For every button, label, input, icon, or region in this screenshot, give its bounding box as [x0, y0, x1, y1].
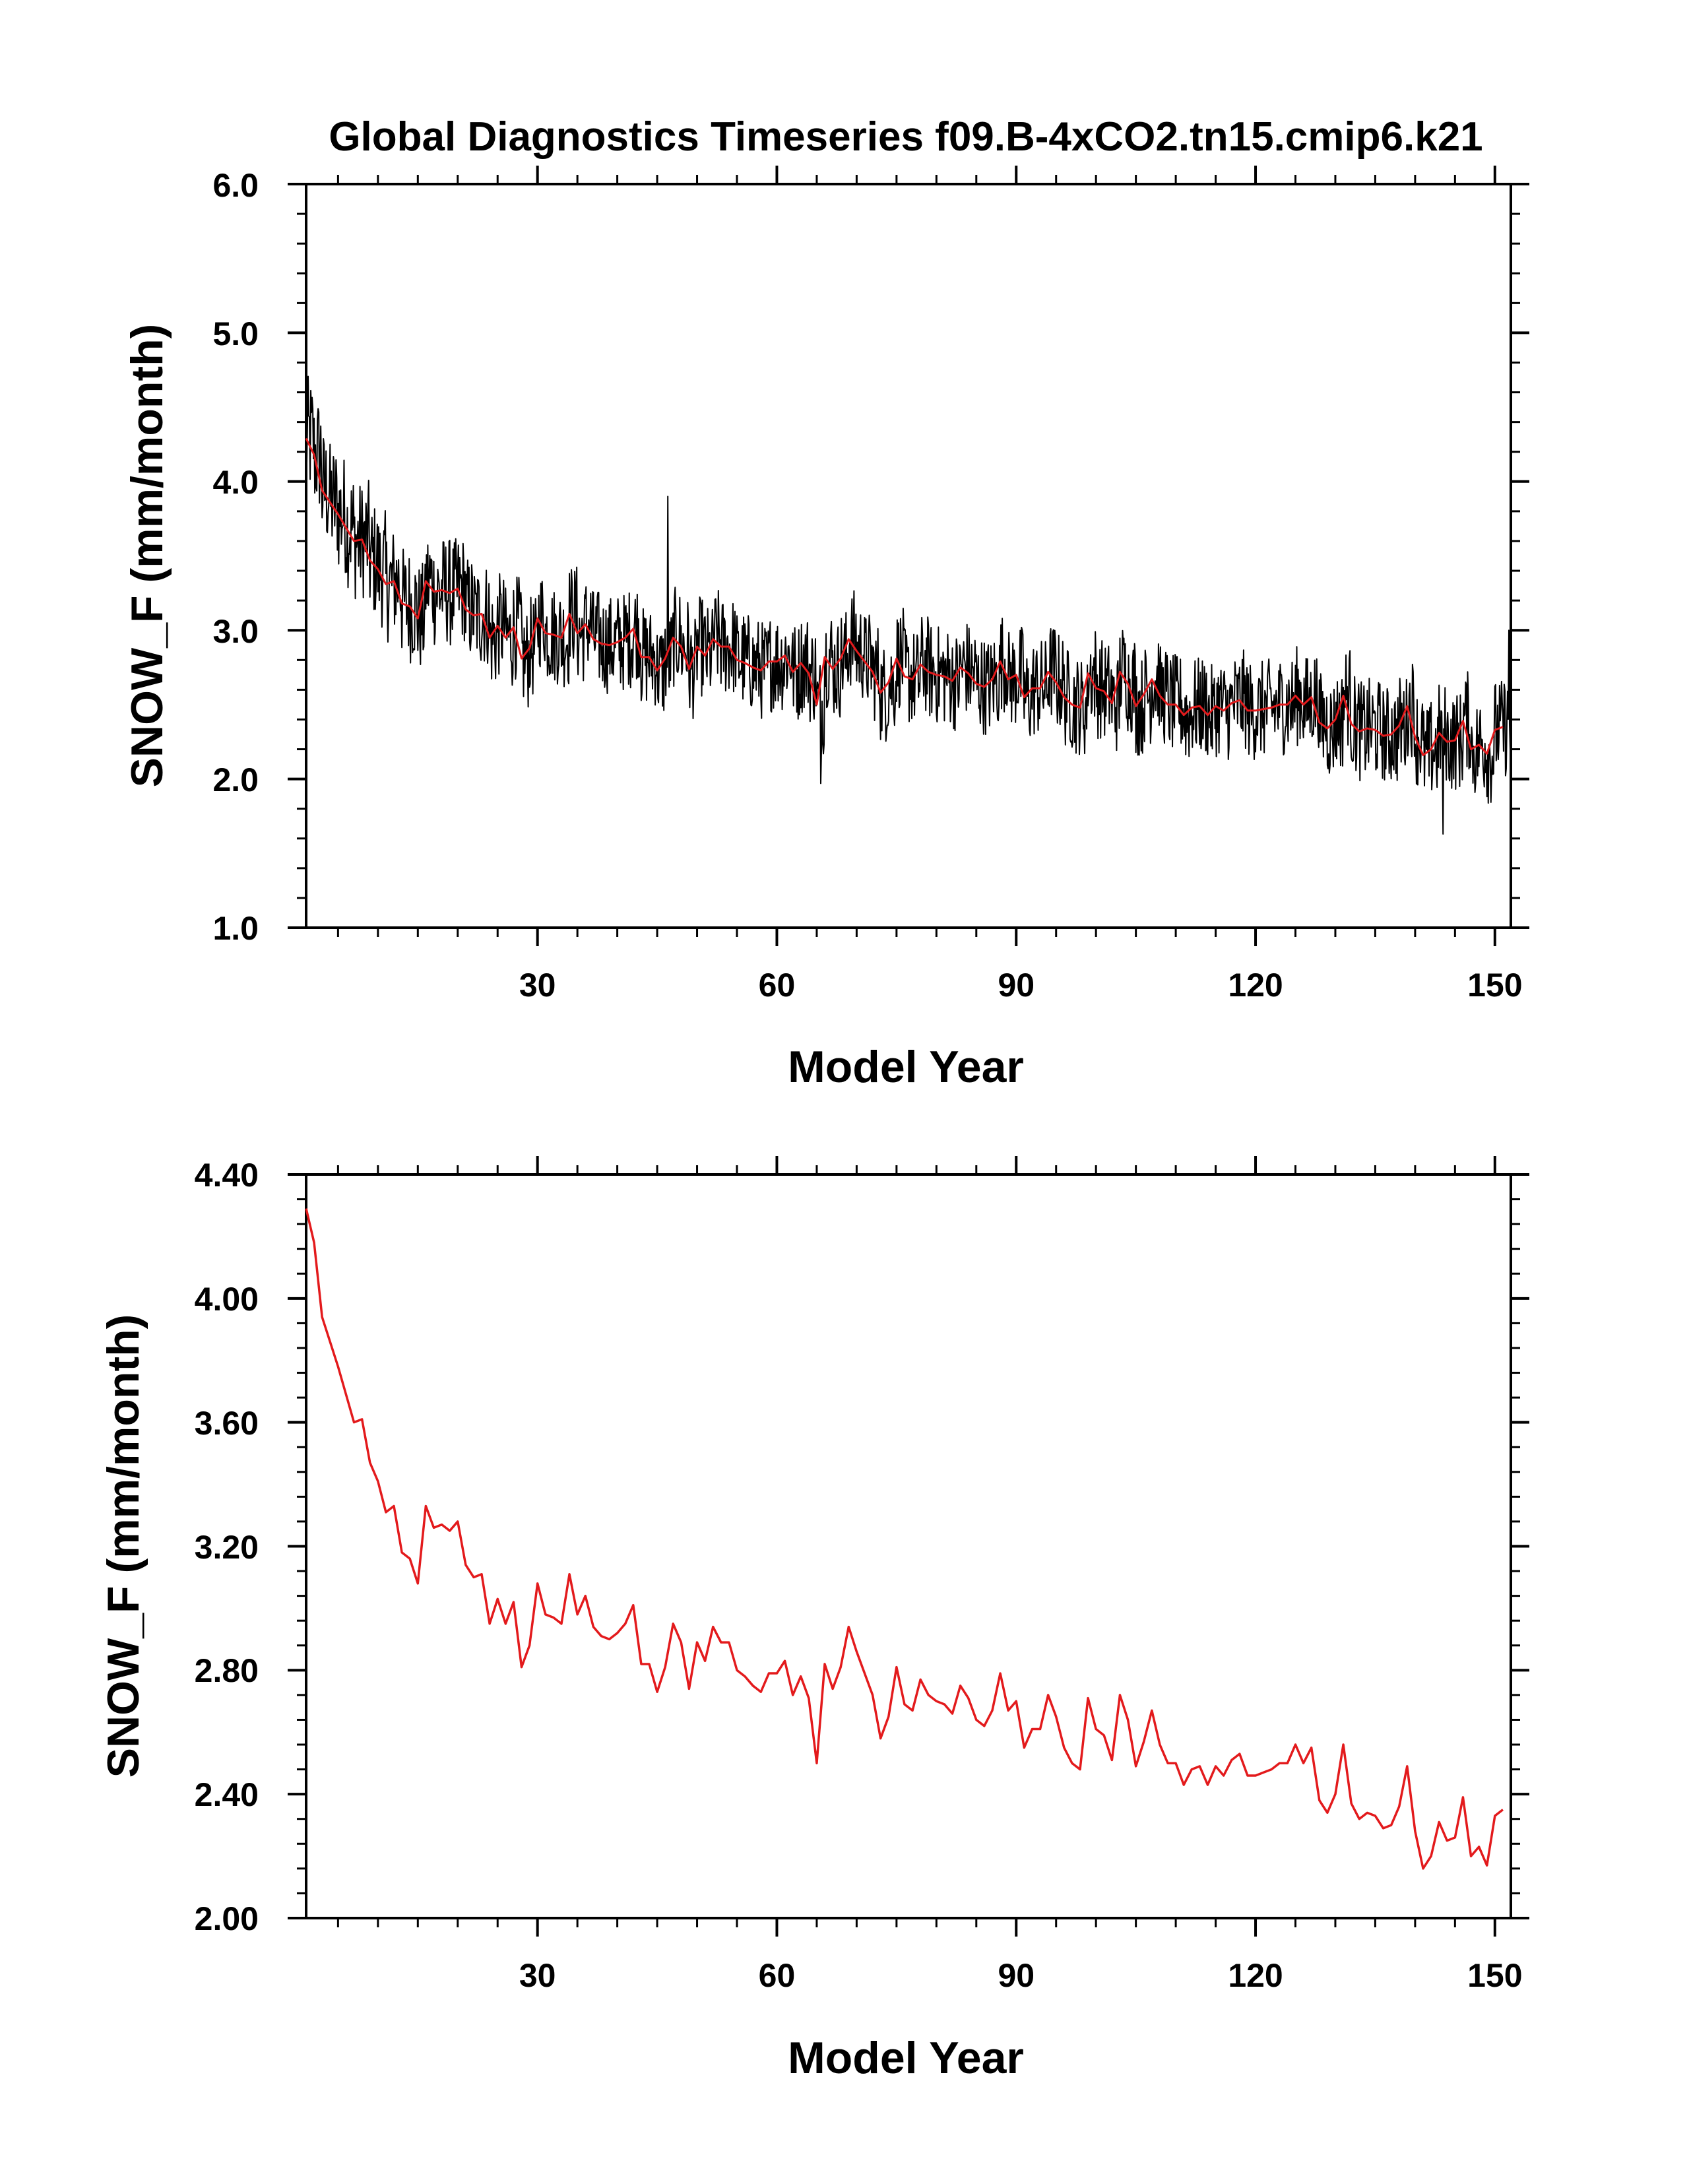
top-panel: 1.0 2.0 3.0 4.0 5.0 6.0 30 60 90 120 150 Mod… — [122, 166, 1529, 1092]
top-x-tick-label: 120 — [1228, 967, 1283, 1004]
top-x-axis-label: Model Year — [788, 1042, 1024, 1092]
top-y-tick-label: 5.0 — [212, 315, 259, 352]
bottom-series — [305, 1208, 1504, 1870]
top-series — [305, 303, 1511, 835]
top-y-tick-labels: 1.0 2.0 3.0 4.0 5.0 6.0 — [212, 167, 259, 947]
bottom-x-tick-label: 30 — [519, 1957, 556, 1994]
bottom-y-tick-label: 2.40 — [195, 1776, 259, 1813]
top-y-tick-label: 3.0 — [212, 613, 259, 650]
bottom-y-tick-label: 4.00 — [195, 1281, 259, 1318]
top-axis-ticks — [288, 166, 1529, 946]
bottom-panel: 2.00 2.40 2.80 3.20 3.60 4.00 4.40 30 60 9… — [98, 1156, 1529, 2083]
bottom-x-tick-label: 90 — [998, 1957, 1035, 1994]
bottom-y-tick-label: 3.60 — [195, 1405, 259, 1442]
top-x-tick-label: 90 — [998, 967, 1035, 1004]
top-plot-frame — [305, 183, 1512, 929]
top-y-axis-label: SNOW_F (mm/month) — [122, 324, 172, 788]
bottom-y-tick-labels: 2.00 2.40 2.80 3.20 3.60 4.00 4.40 — [195, 1157, 259, 1937]
bottom-y-tick-label: 2.80 — [195, 1652, 259, 1689]
top-y-tick-label: 6.0 — [212, 167, 259, 204]
figure-title: Global Diagnostics Timeseries f09.B-4xCO… — [329, 114, 1482, 160]
top-y-tick-label: 1.0 — [212, 910, 259, 947]
bottom-x-tick-labels: 30 60 90 120 150 — [519, 1957, 1523, 1994]
bottom-x-tick-label: 120 — [1228, 1957, 1283, 1994]
bottom-y-tick-label: 4.40 — [195, 1157, 259, 1194]
top-y-tick-label: 4.0 — [212, 464, 259, 501]
top-x-tick-label: 30 — [519, 967, 556, 1004]
bottom-x-axis-label: Model Year — [788, 2033, 1024, 2083]
bottom-x-tick-label: 60 — [759, 1957, 796, 1994]
top-x-tick-labels: 30 60 90 120 150 — [519, 967, 1523, 1004]
bottom-y-tick-label: 2.00 — [195, 1900, 259, 1937]
bottom-axis-ticks — [288, 1156, 1529, 1937]
bottom-x-tick-label: 150 — [1467, 1957, 1522, 1994]
annual-series-line — [305, 1208, 1504, 1870]
top-y-tick-label: 2.0 — [212, 761, 259, 798]
bottom-y-axis-label: SNOW_F (mm/month) — [98, 1314, 148, 1778]
top-x-tick-label: 60 — [759, 967, 796, 1004]
top-x-tick-label: 150 — [1467, 967, 1522, 1004]
bottom-y-tick-label: 3.20 — [195, 1529, 259, 1566]
annual-series-line — [305, 437, 1504, 757]
